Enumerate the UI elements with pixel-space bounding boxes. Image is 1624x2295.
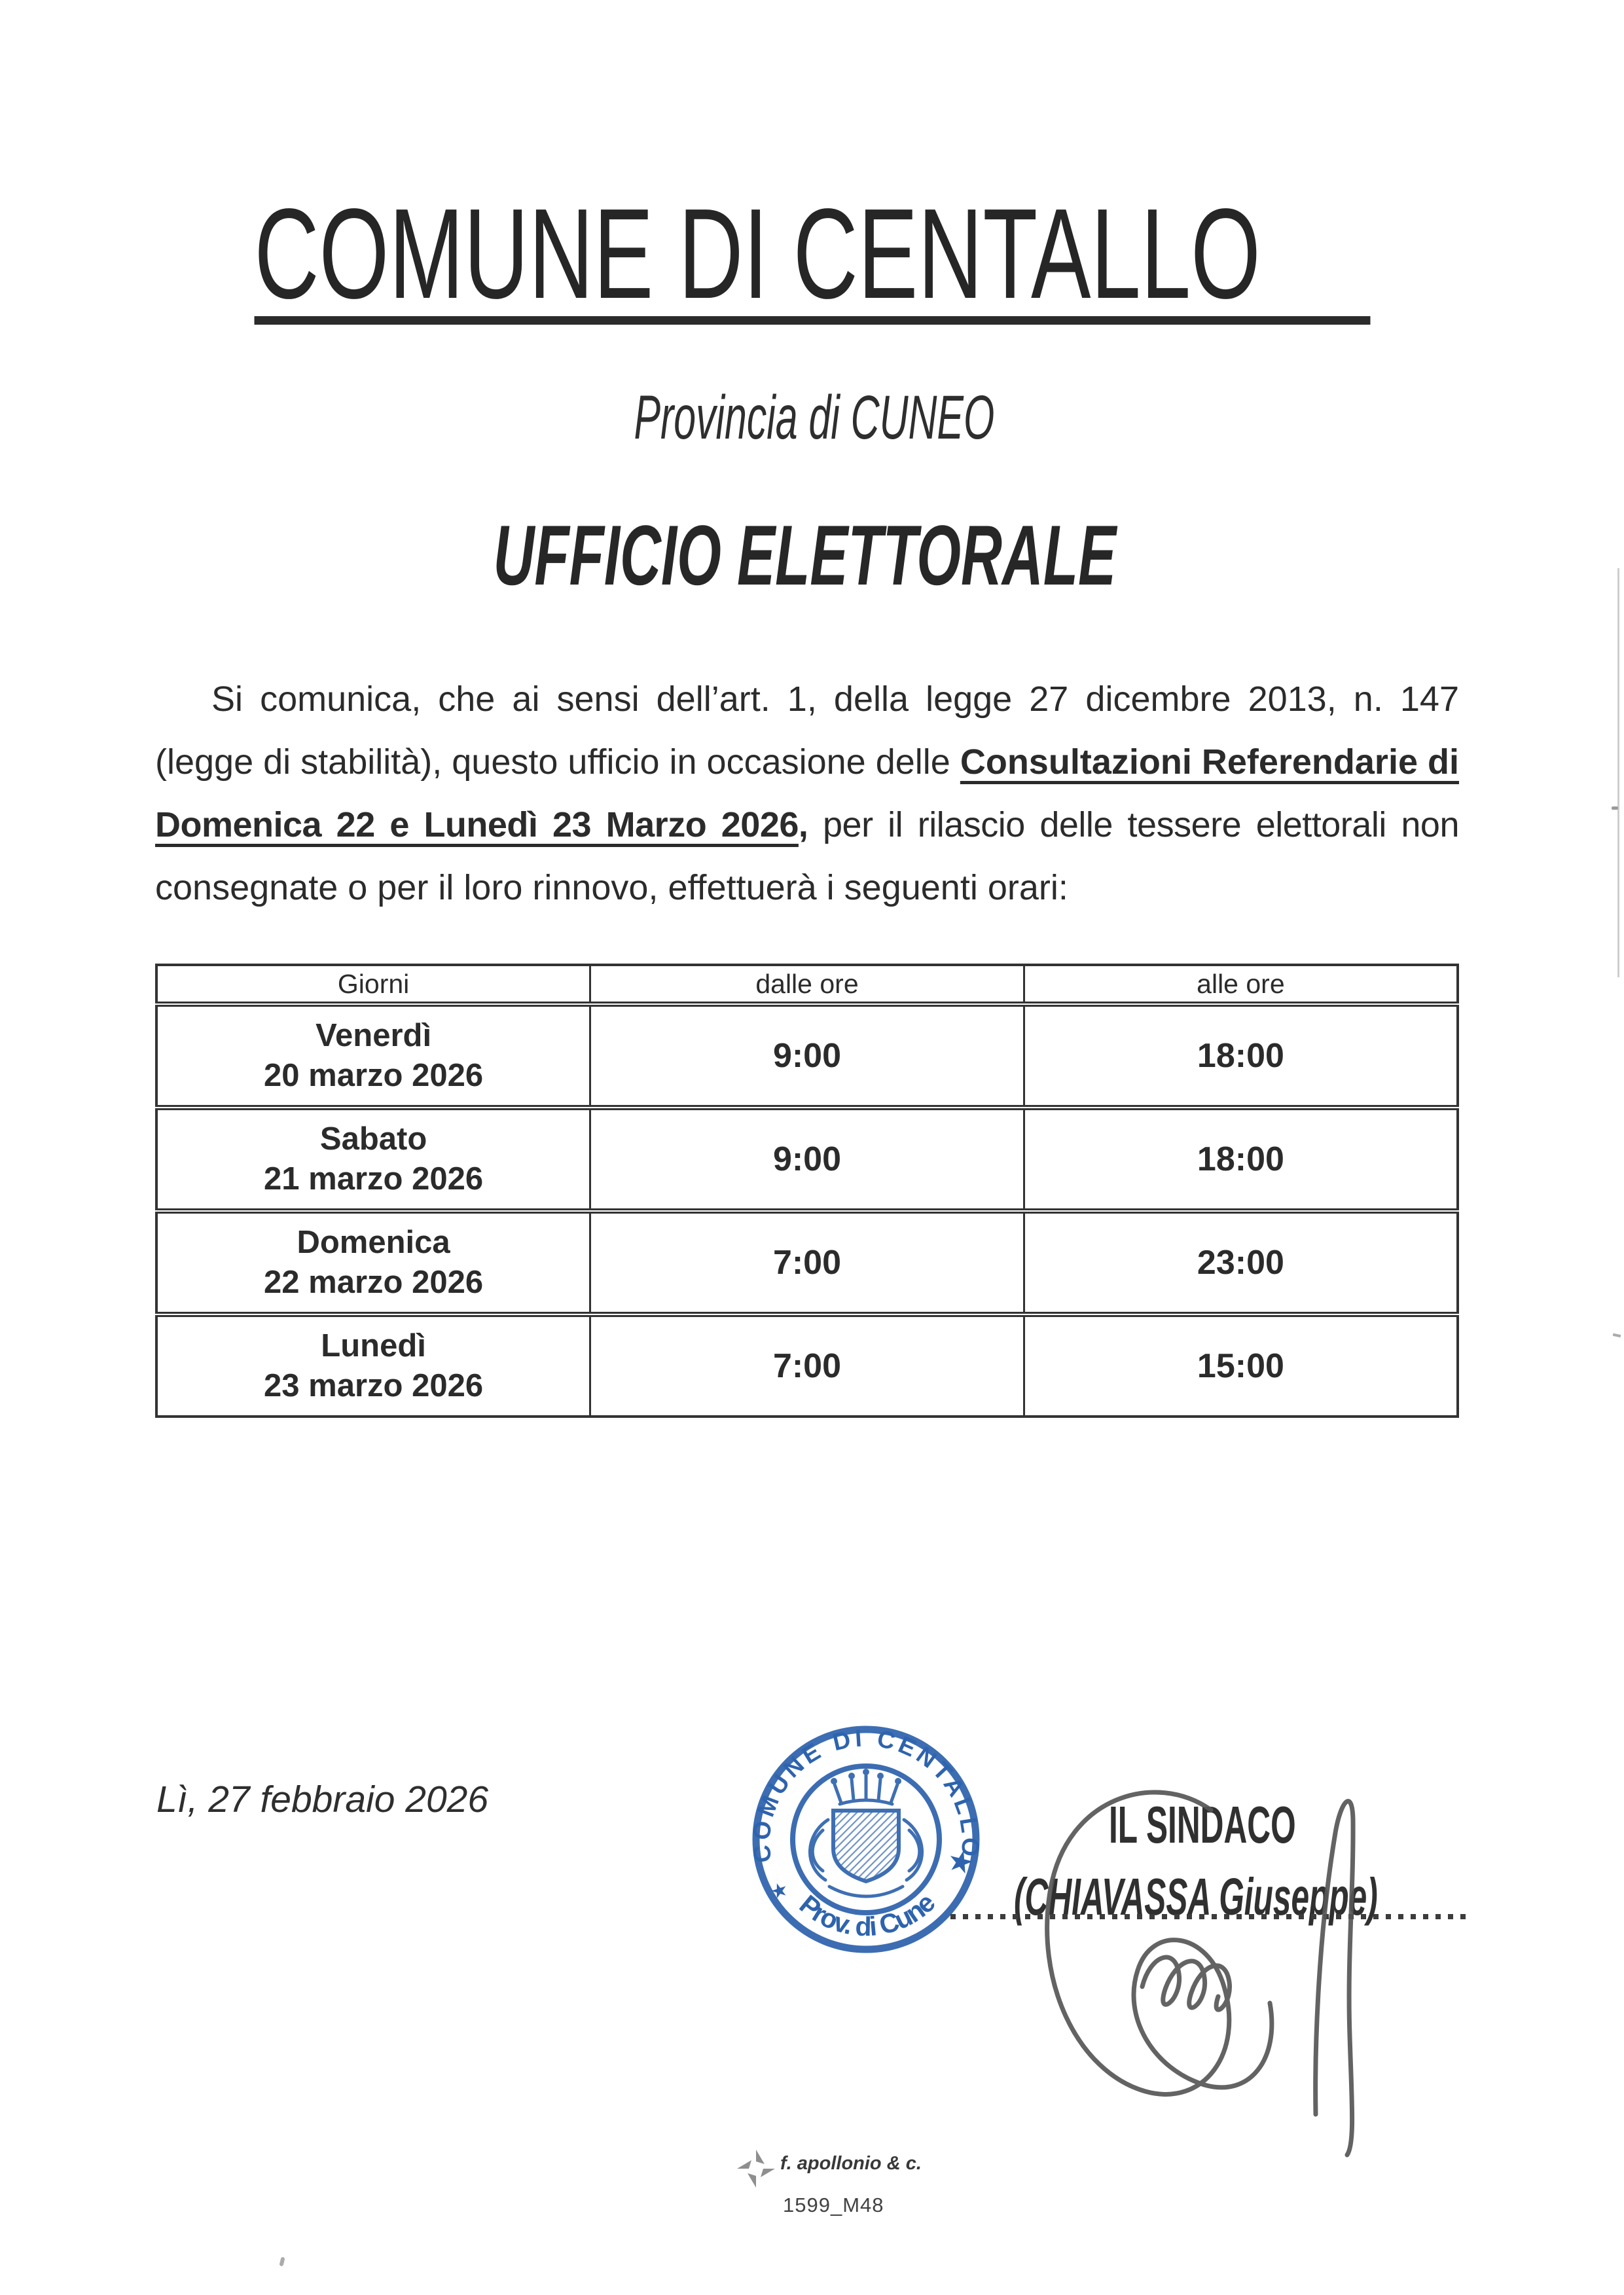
- cell-to: 23:00: [1022, 1208, 1459, 1316]
- cell-day: Domenica 22 marzo 2026: [155, 1208, 592, 1316]
- paragraph-line-1: Si comunica, che ai sensi dell’art. 1, d…: [211, 679, 1459, 719]
- scan-artifact-mark: [1612, 1333, 1621, 1338]
- stamp-outer-ring: [752, 1726, 980, 1953]
- table-row: Lunedì 23 marzo 2026 7:00 15:00: [155, 1312, 1459, 1418]
- table-row: Sabato 21 marzo 2026 9:00 18:00: [155, 1105, 1459, 1212]
- cell-to: 18:00: [1022, 1105, 1459, 1212]
- cell-day: Venerdì 20 marzo 2026: [155, 1002, 592, 1109]
- signature-scrawl: [1045, 1790, 1356, 2158]
- bold-underlined-text: Consultazioni Referendarie di: [960, 742, 1459, 782]
- printer-logo-icon: [737, 2150, 775, 2188]
- form-code: 1599_M48: [783, 2194, 884, 2216]
- cell-from: 9:00: [589, 1105, 1025, 1212]
- cell-from: 9:00: [589, 1002, 1025, 1109]
- col-header-days: Giorni: [155, 964, 592, 1005]
- body-paragraph: Si comunica, che ai sensi dell’art. 1, d…: [155, 668, 1459, 919]
- cell-to: 15:00: [1022, 1312, 1459, 1418]
- scan-artifact-mark: [1612, 806, 1618, 810]
- coat-of-arms: [808, 1769, 924, 1898]
- province-subtitle: Provincia di CUNEO: [634, 383, 994, 452]
- paragraph-line-4: consegnate o per il loro rinnovo, effett…: [155, 868, 1068, 907]
- municipal-stamp: COMUNE DI CENTALLO Prov. di Cuneo ★ ★: [748, 1724, 983, 1953]
- col-header-to: alle ore: [1022, 964, 1459, 1005]
- cell-day: Lunedì 23 marzo 2026: [155, 1312, 592, 1418]
- page-title-text: COMUNE DI CENTALLO: [254, 182, 1261, 325]
- table-header-row: Giorni dalle ore alle ore: [155, 964, 1459, 1005]
- paragraph-line-3: Domenica 22 e Lunedì 23 Marzo 2026, per …: [155, 805, 1459, 844]
- bold-underlined-date: Domenica 22 e Lunedì 23 Marzo 2026: [155, 805, 799, 844]
- cell-day: Sabato 21 marzo 2026: [155, 1105, 592, 1212]
- signer-role-line: IL SINDACO: [1109, 1796, 1296, 1854]
- cell-from: 7:00: [589, 1312, 1025, 1418]
- scan-artifact-line: [1617, 568, 1619, 977]
- paragraph-line-2: (legge di stabilità), questo ufficio in …: [155, 742, 1459, 782]
- cell-to: 18:00: [1022, 1002, 1459, 1109]
- opening-hours-table: Giorni dalle ore alle ore Venerdì 20 mar…: [155, 964, 1459, 1418]
- stamp-inner-ring: [790, 1763, 942, 1915]
- office-heading: UFFICIO ELETTORALE: [493, 507, 1116, 603]
- cell-from: 7:00: [589, 1208, 1025, 1316]
- place-date: Lì, 27 febbraio 2026: [156, 1779, 489, 1820]
- table-row: Venerdì 20 marzo 2026 9:00 18:00: [155, 1002, 1459, 1109]
- col-header-from: dalle ore: [589, 964, 1025, 1005]
- printer-name: f. apollonio & c.: [780, 2153, 922, 2174]
- page-title: COMUNE DI CENTALLO: [254, 182, 1370, 325]
- table-row: Domenica 22 marzo 2026 7:00 23:00: [155, 1208, 1459, 1316]
- signature-dotted-line: [950, 1914, 1471, 1919]
- scan-artifact-speck: [279, 2256, 285, 2267]
